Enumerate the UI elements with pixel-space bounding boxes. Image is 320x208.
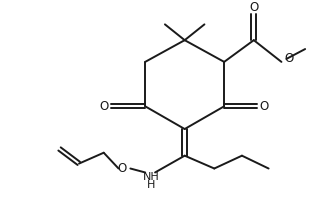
Text: NH: NH	[143, 172, 159, 182]
Text: H: H	[147, 180, 155, 190]
Text: O: O	[249, 1, 259, 14]
Text: O: O	[99, 100, 108, 113]
Text: O: O	[118, 162, 127, 175]
Text: O: O	[259, 100, 268, 113]
Text: O: O	[284, 52, 294, 66]
